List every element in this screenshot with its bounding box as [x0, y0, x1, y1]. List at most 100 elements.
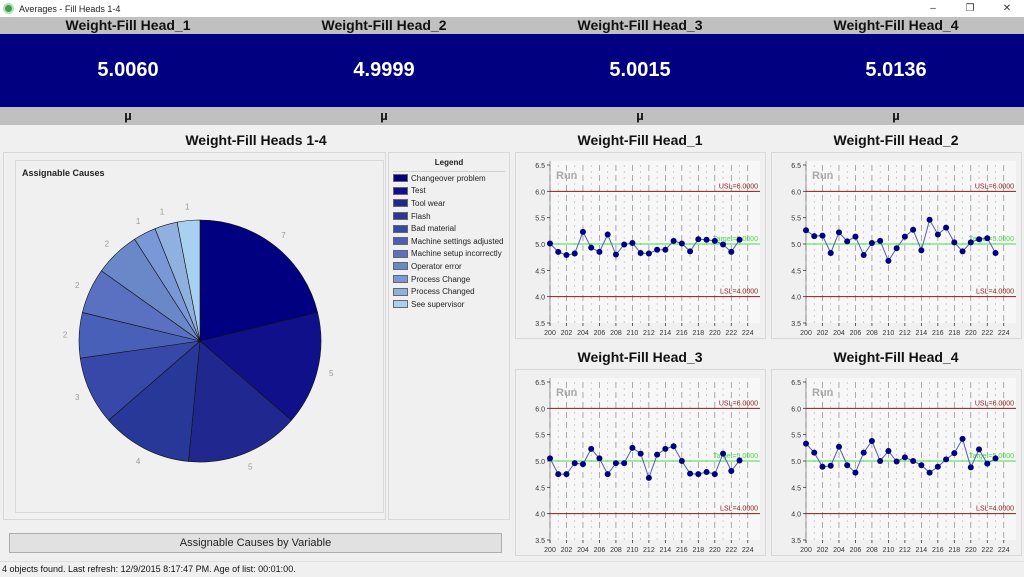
legend-swatch [393, 224, 408, 233]
y-tick-label: 6.0 [535, 406, 545, 413]
x-tick-label: 222 [725, 330, 737, 337]
legend-label: Changeover problem [411, 173, 486, 183]
x-tick-label: 214 [660, 547, 672, 554]
app-icon [3, 3, 14, 14]
data-point [918, 462, 925, 469]
pie-slice [176, 219, 201, 342]
y-tick-label: 3.5 [535, 321, 545, 328]
data-point [579, 228, 586, 235]
data-point [852, 469, 859, 476]
data-point [901, 233, 908, 240]
data-point [604, 231, 611, 238]
data-point [943, 224, 950, 231]
legend-swatch [393, 287, 408, 296]
pie-slice-label: 1 [160, 207, 165, 216]
legend-label: Flash [411, 211, 431, 221]
y-tick-label: 5.0 [791, 459, 801, 466]
data-point [629, 239, 636, 246]
y-tick-label: 4.5 [535, 485, 545, 492]
legend-swatch [393, 262, 408, 271]
close-button[interactable]: ✕ [1002, 3, 1012, 14]
y-tick-label: 5.5 [791, 216, 801, 223]
data-point [703, 236, 710, 243]
data-point [827, 462, 834, 469]
data-point [901, 454, 908, 461]
data-point [835, 443, 842, 450]
data-point [844, 462, 851, 469]
x-tick-label: 214 [916, 330, 928, 337]
target-label: Target=5.0000 [713, 236, 758, 243]
data-point [819, 232, 826, 239]
run-annotation: Run [556, 387, 578, 399]
data-point [943, 456, 950, 463]
minimize-button[interactable]: – [930, 3, 936, 14]
legend-swatch [393, 249, 408, 258]
legend-label: Process Change [411, 274, 471, 284]
y-tick-label: 5.5 [535, 433, 545, 440]
lsl-label: LSL=4.0000 [720, 289, 758, 296]
data-point [852, 233, 859, 240]
target-label: Target=5.0000 [969, 453, 1014, 460]
data-point [860, 449, 867, 456]
title-bar: Averages - Fill Heads 1-4 – ❐ ✕ [0, 0, 1024, 17]
data-point [654, 246, 661, 253]
x-tick-label: 214 [916, 547, 928, 554]
data-point [976, 236, 983, 243]
data-point [662, 246, 669, 253]
data-point [629, 444, 636, 451]
x-tick-label: 216 [932, 330, 944, 337]
data-point [728, 468, 735, 475]
data-point [720, 241, 727, 248]
data-point [637, 450, 644, 457]
data-point [547, 455, 553, 462]
pie-slice-label: 5 [248, 462, 253, 471]
data-point [588, 244, 595, 251]
data-point [563, 252, 570, 259]
data-point [678, 458, 685, 464]
head-values-row: 5.0060 4.9999 5.0015 5.0136 [0, 34, 1024, 107]
plot-area [806, 161, 1016, 323]
control-chart-head-1: 3.5 4.0 4.5 5.0 5.5 6.0 6.5 200 202 204 206 208 210 2… [515, 152, 766, 339]
data-point [811, 449, 818, 456]
data-point [654, 451, 661, 458]
pie-slice-label: 1 [185, 203, 190, 212]
series-line [805, 437, 996, 474]
mu-symbol: µ [636, 108, 644, 123]
y-tick-label: 4.5 [535, 268, 545, 275]
head-average-value: 5.0060 [97, 59, 159, 81]
legend-item: Bad material [393, 222, 509, 235]
data-point [596, 455, 603, 462]
x-tick-label: 200 [544, 330, 556, 337]
lsl-label: LSL=4.0000 [720, 506, 758, 513]
data-point [868, 239, 875, 246]
data-point [555, 248, 562, 255]
y-tick-label: 4.0 [535, 295, 545, 302]
legend-item: Process Change [393, 273, 509, 286]
y-tick-label: 6.5 [535, 163, 545, 170]
y-tick-label: 6.5 [791, 163, 801, 170]
data-point [612, 251, 619, 258]
mu-symbol: µ [380, 108, 388, 123]
y-tick-label: 4.0 [535, 512, 545, 519]
head-name: Weight-Fill Head_4 [833, 17, 959, 33]
assignable-causes-by-variable-button[interactable]: Assignable Causes by Variable [9, 533, 502, 553]
data-point [563, 471, 570, 478]
data-point [967, 464, 974, 471]
data-point [893, 458, 900, 465]
chart-title-head-3: Weight-Fill Head_3 [577, 349, 703, 365]
usl-label: USL=6.0000 [719, 183, 758, 190]
pie-slice [199, 312, 322, 421]
x-tick-label: 200 [800, 330, 812, 337]
data-point [868, 437, 875, 444]
head-average-value: 5.0015 [609, 59, 671, 81]
maximize-button[interactable]: ❐ [965, 3, 975, 14]
data-point [951, 450, 958, 457]
y-tick-label: 5.5 [791, 433, 801, 440]
legend-item: Machine setup incorrectly [393, 248, 509, 261]
chart-title-head-4: Weight-Fill Head_4 [833, 349, 959, 365]
lsl-label: LSL=4.0000 [976, 506, 1014, 513]
legend-item: Machine settings adjusted [393, 235, 509, 248]
y-tick-label: 4.0 [791, 512, 801, 519]
pie-slice-label: 1 [136, 217, 141, 226]
data-point [959, 248, 966, 255]
